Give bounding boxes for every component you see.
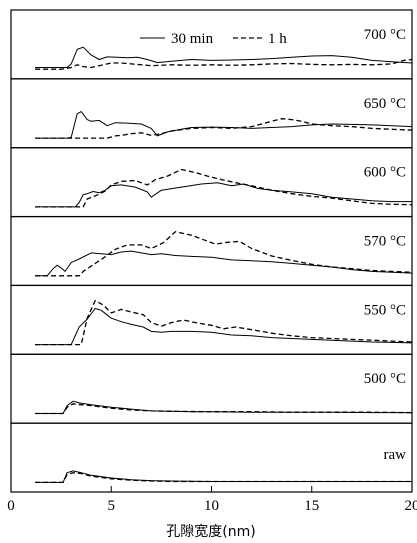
- panel-label: 700 °C: [364, 27, 406, 43]
- panel-label: 500 °C: [364, 371, 406, 387]
- legend-label-1h: 1 h: [268, 31, 287, 47]
- panel-label: 650 °C: [364, 96, 406, 112]
- x-axis-label: 孔隙宽度(nm): [166, 523, 255, 540]
- panels: 700 °C 650 °C 600 °C 570 °C 550 °C 500 °C raw: [10, 9, 413, 493]
- x-tick-label: 20: [405, 498, 417, 514]
- legend: 30 min 1 h: [140, 31, 287, 47]
- series-line-1-h: [35, 118, 413, 139]
- legend-label-30min: 30 min: [171, 31, 214, 47]
- series-line-1-h: [35, 58, 413, 70]
- x-tick-label: 5: [108, 498, 116, 514]
- series-line-30-min: [35, 182, 412, 208]
- x-tick-label: 0: [7, 498, 15, 514]
- series-line-30-min: [35, 250, 413, 277]
- panel-550-c: 550 °C: [10, 284, 413, 355]
- series-line-1-h: [35, 231, 413, 277]
- series-line-30-min: [35, 470, 412, 483]
- x-tick-label: 10: [204, 498, 219, 514]
- series-line-30-min: [35, 111, 413, 139]
- panel-650-c: 650 °C: [10, 78, 413, 149]
- x-tick-label: 15: [304, 498, 319, 514]
- panel-label: 570 °C: [364, 233, 406, 249]
- panel-570-c: 570 °C: [10, 215, 413, 287]
- series-line-30-min: [35, 46, 413, 68]
- series-line-1-h: [35, 299, 413, 346]
- panel-raw: raw: [10, 422, 413, 493]
- panel-600-c: 600 °C: [10, 147, 413, 218]
- panel-label: raw: [384, 447, 407, 463]
- series-line-1-h: [35, 403, 413, 415]
- panel-frame: [10, 147, 413, 218]
- panel-label: 600 °C: [364, 165, 406, 181]
- panel-label: 550 °C: [364, 302, 406, 318]
- series-line-30-min: [35, 308, 413, 346]
- panel-frame: [10, 215, 413, 287]
- series-line-1-h: [35, 472, 412, 484]
- x-axis: 0 5 10 15 20: [7, 486, 417, 514]
- panel-500-c: 500 °C: [10, 353, 413, 424]
- series-line-1-h: [35, 168, 413, 208]
